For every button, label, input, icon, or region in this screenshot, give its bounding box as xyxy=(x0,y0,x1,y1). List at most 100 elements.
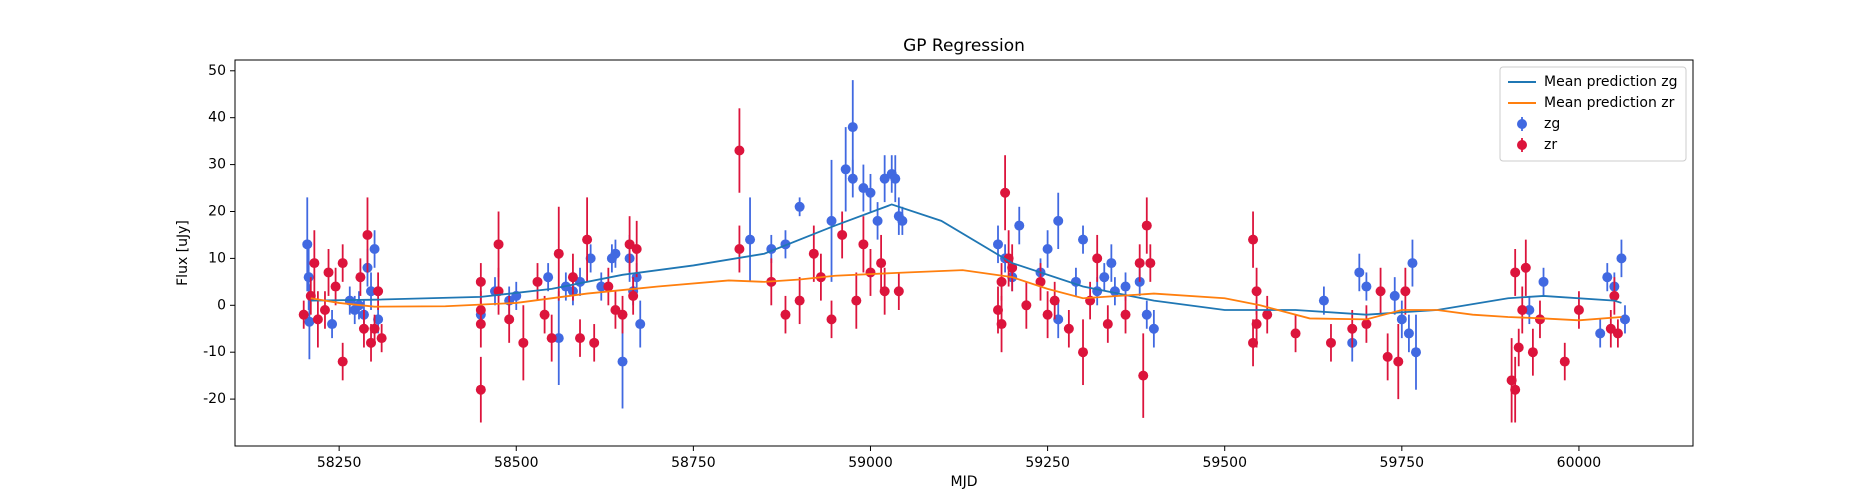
x-tick-label: 59000 xyxy=(848,455,893,471)
data-point xyxy=(309,258,320,269)
data-point xyxy=(1120,309,1131,320)
data-point xyxy=(1021,300,1032,311)
data-point xyxy=(1053,215,1064,226)
data-point xyxy=(327,319,338,330)
data-point xyxy=(1407,258,1418,269)
data-point xyxy=(1602,272,1613,283)
data-point xyxy=(865,187,876,198)
data-point xyxy=(996,276,1007,287)
data-point xyxy=(475,384,486,395)
data-point xyxy=(826,314,837,325)
data-point xyxy=(858,183,869,194)
legend-label: Mean prediction zr xyxy=(1544,95,1675,111)
data-point xyxy=(553,248,564,259)
data-point xyxy=(355,272,366,283)
data-point xyxy=(1053,314,1064,325)
data-point xyxy=(610,304,621,315)
data-point xyxy=(876,258,887,269)
data-point xyxy=(1517,304,1528,315)
y-tick-label: 20 xyxy=(208,203,226,219)
y-tick-label: 40 xyxy=(208,110,226,126)
data-point xyxy=(543,272,554,283)
data-point xyxy=(1410,347,1421,358)
data-point xyxy=(996,319,1007,330)
data-point xyxy=(1078,234,1089,245)
data-point xyxy=(780,309,791,320)
data-point xyxy=(879,286,890,297)
data-point xyxy=(890,173,901,184)
data-point xyxy=(1354,267,1365,278)
data-point xyxy=(304,316,315,327)
data-point xyxy=(635,319,646,330)
data-point xyxy=(1003,253,1014,264)
y-tick-label: 50 xyxy=(208,63,226,79)
data-point xyxy=(1393,356,1404,367)
data-point xyxy=(373,314,384,325)
data-point xyxy=(369,323,380,334)
data-point xyxy=(1396,314,1407,325)
x-tick-label: 58500 xyxy=(494,455,539,471)
data-point xyxy=(1262,309,1273,320)
data-point xyxy=(1534,314,1545,325)
data-point xyxy=(617,309,628,320)
data-point xyxy=(1251,286,1262,297)
data-point xyxy=(1042,309,1053,320)
data-point xyxy=(897,215,908,226)
data-point xyxy=(575,333,586,344)
data-point xyxy=(1538,276,1549,287)
data-point xyxy=(1141,309,1152,320)
data-point xyxy=(1347,323,1358,334)
data-point xyxy=(1361,319,1372,330)
data-point xyxy=(358,323,369,334)
data-point xyxy=(872,215,883,226)
data-point xyxy=(1109,286,1120,297)
data-point xyxy=(1138,370,1149,381)
data-point xyxy=(1049,295,1060,306)
data-point xyxy=(1092,253,1103,264)
data-point xyxy=(617,356,628,367)
legend-label: zr xyxy=(1544,137,1557,153)
data-point xyxy=(546,333,557,344)
data-point xyxy=(851,295,862,306)
data-point xyxy=(993,239,1004,250)
data-point xyxy=(1616,253,1627,264)
data-point xyxy=(1290,328,1301,339)
data-point xyxy=(734,145,745,156)
data-point xyxy=(1014,220,1025,231)
data-point xyxy=(298,309,309,320)
data-point xyxy=(808,248,819,259)
data-point xyxy=(582,234,593,245)
data-point xyxy=(366,286,377,297)
data-point xyxy=(337,258,348,269)
data-point xyxy=(1619,314,1630,325)
data-point xyxy=(1106,258,1117,269)
data-point xyxy=(1510,267,1521,278)
data-point xyxy=(1007,262,1018,273)
data-point xyxy=(362,229,373,240)
x-tick-label: 60000 xyxy=(1557,455,1602,471)
x-tick-label: 59500 xyxy=(1202,455,1247,471)
data-point xyxy=(1573,304,1584,315)
x-axis-label: MJD xyxy=(951,474,978,490)
data-point xyxy=(1520,262,1531,273)
data-point xyxy=(475,276,486,287)
legend-label: Mean prediction zg xyxy=(1544,74,1678,90)
data-point xyxy=(596,281,607,292)
data-point xyxy=(504,314,515,325)
data-point xyxy=(624,239,635,250)
data-point xyxy=(553,333,564,344)
data-point xyxy=(628,290,639,301)
data-point xyxy=(475,304,486,315)
data-point xyxy=(539,309,550,320)
data-point xyxy=(330,281,341,292)
legend-swatch xyxy=(1517,140,1527,150)
data-point xyxy=(1510,384,1521,395)
y-tick-label: 0 xyxy=(217,297,226,313)
data-point xyxy=(1248,337,1259,348)
data-point xyxy=(794,201,805,212)
data-point xyxy=(1513,342,1524,353)
data-point xyxy=(319,304,330,315)
chart-title: GP Regression xyxy=(903,36,1025,56)
data-point xyxy=(893,286,904,297)
